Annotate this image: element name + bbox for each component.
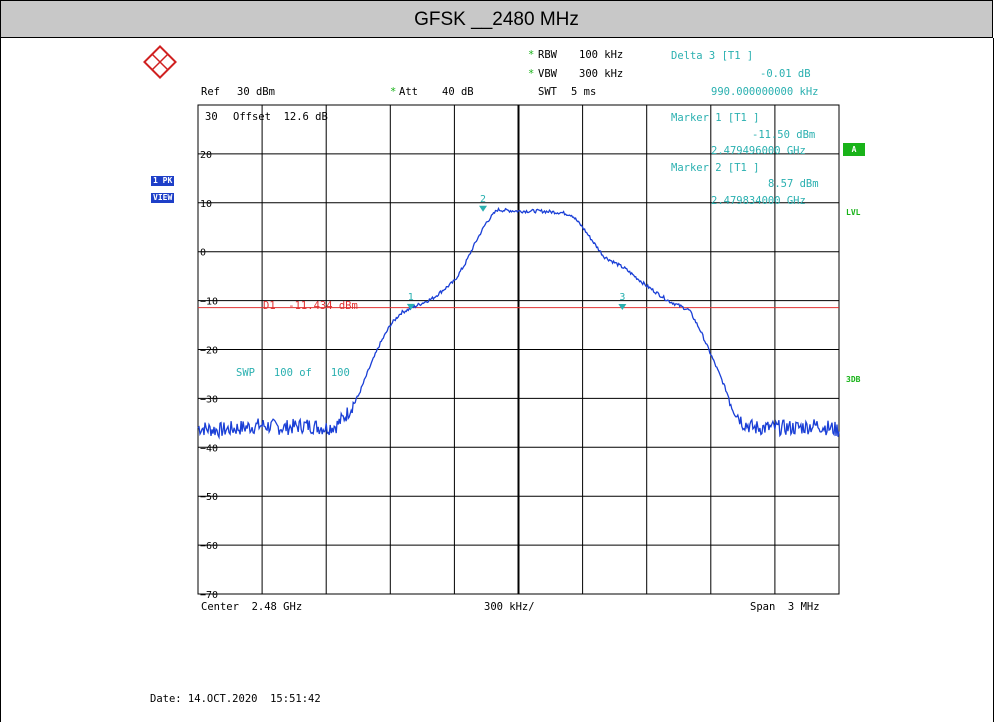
att-label: Att [399,86,418,98]
3db-label: 3DB [846,375,861,384]
delta-freq: 990.000000000 kHz [711,86,819,98]
frame-left-border [0,38,1,722]
marker-2-label: 2 [480,194,486,205]
d1-line-label: D1 -11.434 dBm [263,300,358,312]
marker-3-symbol [618,303,627,310]
title-bar: GFSK __2480 MHz [0,0,993,38]
grid [197,104,840,595]
trace-view-badge: VIEW [151,193,175,203]
y-ticks: 20 10 0 −10 −20 −30 −40 −50 −60 −70 [200,150,218,601]
att-star: * [390,86,397,98]
y-tick-label: −30 [200,394,218,405]
ref-label: Ref [201,86,220,98]
swt-value: 5 ms [571,86,597,98]
y-tick-label: −10 [200,297,218,308]
marker2-level: 8.57 dBm [768,178,819,190]
marker2-freq: 2.479834000 GHz [711,195,806,207]
marker-1-symbol [406,303,415,310]
frame-right-border [993,38,994,722]
top-y-label: 30 [205,111,218,123]
ref-value: 30 dBm [237,86,275,98]
y-tick-label: −70 [200,590,218,601]
trace-pk-badge: 1 PK [151,176,175,186]
marker1-title: Marker 1 [T1 ] [671,112,760,124]
marker-3-label: 3 [619,292,625,303]
y-tick-label: 0 [200,248,206,259]
rbw-value: 100 kHz [579,49,624,61]
rbw-star: * [528,49,535,61]
rs-logo [143,45,177,79]
marker-2-symbol [479,205,488,212]
markers-group: 1 2 3 [406,194,627,310]
trace-line [197,206,840,440]
y-tick-label: −60 [200,541,218,552]
marker1-freq: 2.479496000 GHz [711,145,806,157]
y-tick-label: 20 [200,150,212,161]
center-freq: Center 2.48 GHz [201,601,303,613]
vbw-value: 300 kHz [579,68,624,80]
swt-label: SWT [538,86,557,98]
span-value: Span 3 MHz [750,601,820,613]
rbw-label: RBW [538,49,557,61]
chart-title: GFSK __2480 MHz [414,9,579,30]
lvl-label: LVL [846,208,861,217]
y-tick-label: −40 [200,443,218,454]
att-value: 40 dB [442,86,474,98]
y-tick-label: −20 [200,346,218,357]
trace-group [197,206,840,440]
div-scale: 300 kHz/ [484,601,535,613]
swp-text: SWP 100 of 100 [236,367,350,379]
trace-a-badge: A [843,143,865,156]
marker2-title: Marker 2 [T1 ] [671,162,760,174]
y-tick-label: 10 [200,199,212,210]
date-stamp: Date: 14.OCT.2020 15:51:42 [150,693,321,705]
marker-1-label: 1 [408,292,414,303]
offset-text: Offset 12.6 dB [233,111,328,123]
vbw-star: * [528,68,535,80]
y-tick-label: −50 [200,492,218,503]
vbw-label: VBW [538,68,557,80]
marker1-level: -11.50 dBm [752,129,816,141]
delta-title: Delta 3 [T1 ] [671,50,754,62]
delta-level: -0.01 dB [760,68,811,80]
